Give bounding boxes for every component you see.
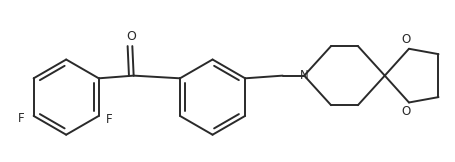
Text: F: F (18, 112, 25, 125)
Text: O: O (401, 105, 410, 118)
Text: O: O (126, 30, 136, 43)
Text: O: O (401, 33, 410, 46)
Text: F: F (106, 113, 112, 127)
Text: N: N (299, 69, 308, 82)
